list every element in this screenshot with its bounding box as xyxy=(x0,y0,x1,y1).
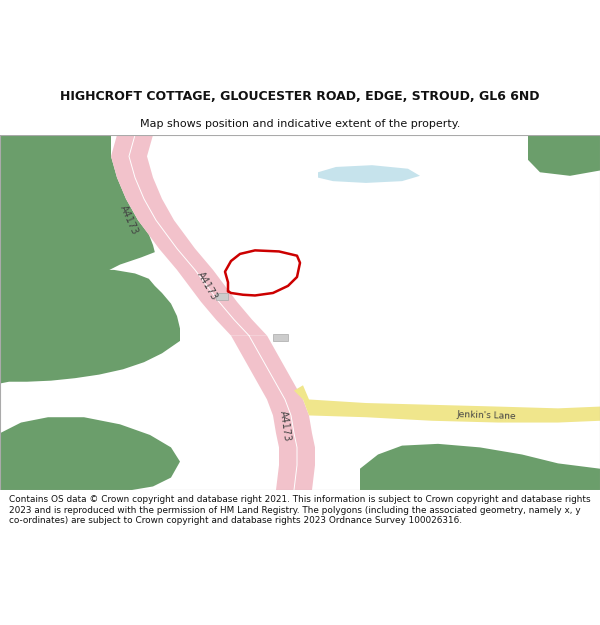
Polygon shape xyxy=(111,135,267,336)
Text: HIGHCROFT COTTAGE, GLOUCESTER ROAD, EDGE, STROUD, GL6 6ND: HIGHCROFT COTTAGE, GLOUCESTER ROAD, EDGE… xyxy=(60,89,540,102)
Text: Map shows position and indicative extent of the property.: Map shows position and indicative extent… xyxy=(140,119,460,129)
Text: A4173: A4173 xyxy=(195,270,219,302)
Text: Contains OS data © Crown copyright and database right 2021. This information is : Contains OS data © Crown copyright and d… xyxy=(9,496,590,525)
Polygon shape xyxy=(0,418,180,490)
Text: A4173: A4173 xyxy=(278,410,292,442)
Polygon shape xyxy=(360,444,600,490)
Polygon shape xyxy=(273,334,288,341)
Polygon shape xyxy=(294,385,600,423)
Polygon shape xyxy=(0,270,180,384)
Polygon shape xyxy=(528,135,600,176)
Polygon shape xyxy=(231,336,315,490)
Polygon shape xyxy=(0,135,155,318)
Polygon shape xyxy=(216,293,228,300)
Polygon shape xyxy=(318,165,420,183)
Text: A4173: A4173 xyxy=(118,204,140,236)
Text: Jenkin's Lane: Jenkin's Lane xyxy=(456,410,516,421)
